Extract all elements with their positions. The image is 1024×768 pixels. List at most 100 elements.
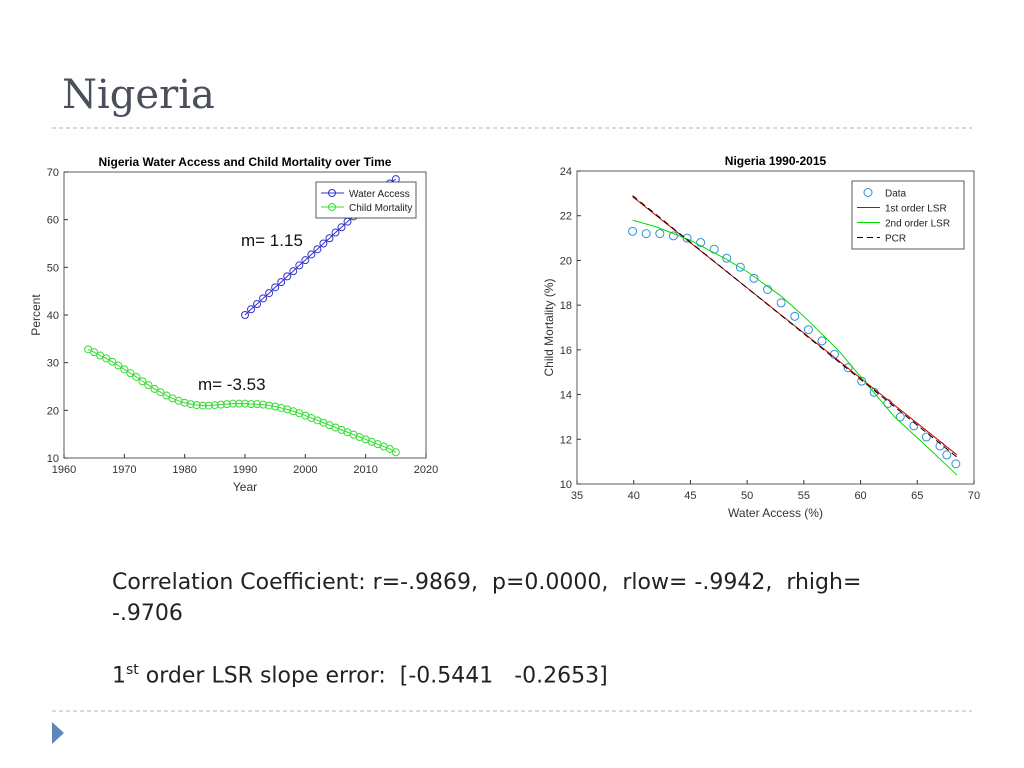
x-tick-label: 2000 [293,464,317,476]
data-point [921,432,931,442]
x-tick-label: 1980 [172,464,196,476]
data-point [253,400,262,409]
x-tick-label: 45 [684,490,696,502]
y-axis-label: Child Mortality (%) [542,278,556,376]
data-point [247,305,256,314]
data-point [895,412,905,422]
data-point [132,372,141,381]
x-tick-label: 40 [628,490,640,502]
legend-marker [863,188,873,197]
x-tick-label: 1960 [52,464,76,476]
data-point [210,401,219,410]
data-point [271,283,280,292]
data-point [319,239,328,248]
data-point [108,357,117,366]
x-axis-label: Year [233,480,257,494]
y-tick-label: 24 [560,166,572,178]
data-point [198,401,207,410]
legend-box [851,180,965,250]
data-point [247,400,256,409]
data-point [150,384,159,393]
data-point [857,376,867,386]
data-point [259,400,268,409]
y-tick-label: 20 [560,255,572,267]
annotation: m= -3.53 [198,375,266,394]
data-point [222,400,231,409]
x-tick-label: 60 [854,490,866,502]
y-tick-label: 14 [560,390,572,402]
data-point [186,400,195,409]
data-point [301,256,310,265]
data-point [265,401,274,410]
y-tick-label: 22 [560,211,572,223]
note-text: order LSR slope error: [-0.5441 -0.2653] [138,663,608,689]
data-point [120,365,129,374]
x-tick-label: 1970 [112,464,136,476]
data-point [391,448,400,457]
data-point [144,381,153,390]
data-point [337,223,346,232]
data-point [180,398,189,407]
chart-title: Nigeria 1990-2015 [725,154,827,168]
chart-title: Nigeria Water Access and Child Mortality… [99,155,392,169]
legend-label: Child Mortality [349,203,412,214]
data-point [385,444,394,453]
data-point [722,253,732,263]
data-point [331,228,340,237]
data-point [628,226,638,236]
series-line [632,196,958,456]
y-tick-label: 18 [560,300,572,312]
x-axis-label: Water Access (%) [728,506,823,520]
legend-label: Water Access [349,189,410,200]
data-point [204,401,213,410]
y-tick-label: 12 [560,434,572,446]
note-line: Correlation Coefficient: r=-.9869, p=0.0… [112,570,862,595]
data-point [307,250,316,259]
data-point [283,272,292,281]
note-line: 1st order LSR slope error: [-0.5441 -0.2… [112,662,608,688]
data-point [114,361,123,370]
annotation: m= 1.15 [241,231,303,250]
y-tick-label: 40 [47,310,59,322]
legend-label: PCR [885,234,906,245]
data-point [942,450,952,460]
data-point [682,233,692,243]
data-point [265,289,274,298]
legend-marker [328,203,336,211]
data-point [192,401,201,410]
data-point [126,369,135,378]
data-point [641,229,651,239]
data-point [668,231,678,241]
data-point [313,245,322,254]
legend-marker [328,189,336,197]
y-tick-label: 20 [47,405,59,417]
x-tick-label: 70 [968,490,980,502]
data-point [696,238,706,248]
data-point [289,267,298,276]
series-line [632,219,958,476]
legend-box [315,181,417,219]
x-tick-label: 2010 [353,464,377,476]
data-point [241,399,249,408]
note-text: 1 [112,663,126,689]
data-point [90,348,99,357]
y-tick-label: 60 [47,215,59,227]
x-tick-label: 35 [571,490,583,502]
data-point [102,354,111,363]
data-point [817,336,827,346]
data-point [735,262,745,272]
data-point [253,300,262,309]
data-point [234,399,243,408]
data-point [277,403,286,412]
y-axis-label: Percent [29,294,43,336]
data-point [138,377,147,386]
x-tick-label: 2020 [414,464,438,476]
data-point [843,363,853,373]
legend-label: 2nd order LSR [885,219,950,230]
nav-arrow [52,722,64,744]
data-point [271,402,280,411]
data-point [156,388,165,397]
legend-label: 1st order LSR [885,204,947,215]
